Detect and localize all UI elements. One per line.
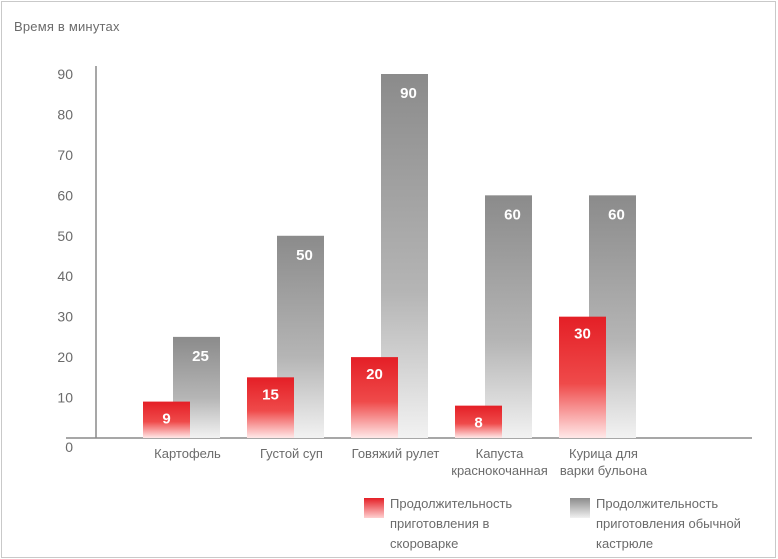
bar-ordinary-pot-kapusta — [485, 195, 532, 438]
legend-item-pressure-cooker: Продолжительность приготовления в скоров… — [364, 494, 512, 554]
x-tick-label: Капуста — [476, 446, 525, 461]
y-tick-label: 70 — [57, 147, 73, 163]
data-label-ordinary-pot: 60 — [608, 206, 625, 223]
data-label-pressure-cooker: 30 — [574, 326, 591, 343]
bar-pressure-cooker-kuritsa — [559, 316, 606, 438]
x-tick-label: Картофель — [154, 446, 221, 461]
y-tick-label: 90 — [57, 66, 73, 82]
x-tick-label: краснокочанная — [451, 463, 547, 478]
y-tick-label: 0 — [65, 439, 73, 455]
legend-swatch-ordinary-pot — [570, 498, 590, 518]
data-label-pressure-cooker: 9 — [162, 411, 170, 428]
y-tick-label: 60 — [57, 187, 73, 203]
y-tick-label: 30 — [57, 309, 73, 325]
x-tick-label: Говяжий рулет — [352, 446, 440, 461]
data-label-pressure-cooker: 15 — [262, 386, 279, 403]
x-tick-label: Курица для — [569, 446, 638, 461]
legend-swatch-pressure-cooker — [364, 498, 384, 518]
data-label-pressure-cooker: 20 — [366, 366, 383, 383]
bar-pressure-cooker-govyazhiy-rulet — [351, 357, 398, 438]
y-tick-label: 40 — [57, 268, 73, 284]
bar-pressure-cooker-gustoy-sup — [247, 377, 294, 438]
bar-pressure-cooker-kapusta — [455, 405, 502, 438]
data-label-ordinary-pot: 90 — [400, 85, 417, 102]
legend-item-ordinary-pot: Продолжительность приготовления обычной … — [570, 494, 741, 554]
x-tick-label: Густой суп — [260, 446, 323, 461]
data-label-pressure-cooker: 8 — [474, 415, 482, 432]
data-label-ordinary-pot: 25 — [192, 348, 209, 365]
legend-label-pressure-cooker: Продолжительность приготовления в скоров… — [390, 496, 513, 551]
bar-pressure-cooker-kartofel — [143, 401, 190, 438]
y-tick-label: 80 — [57, 106, 73, 122]
y-tick-label: 20 — [57, 349, 73, 365]
data-label-ordinary-pot: 60 — [504, 206, 521, 223]
y-axis-label: Время в минутах — [14, 19, 120, 34]
data-label-ordinary-pot: 50 — [296, 247, 313, 264]
x-tick-label: варки бульона — [560, 463, 648, 478]
y-tick-label: 10 — [57, 390, 73, 406]
legend-label-ordinary-pot: Продолжительность приготовления обычной … — [596, 496, 741, 551]
y-tick-label: 50 — [57, 228, 73, 244]
